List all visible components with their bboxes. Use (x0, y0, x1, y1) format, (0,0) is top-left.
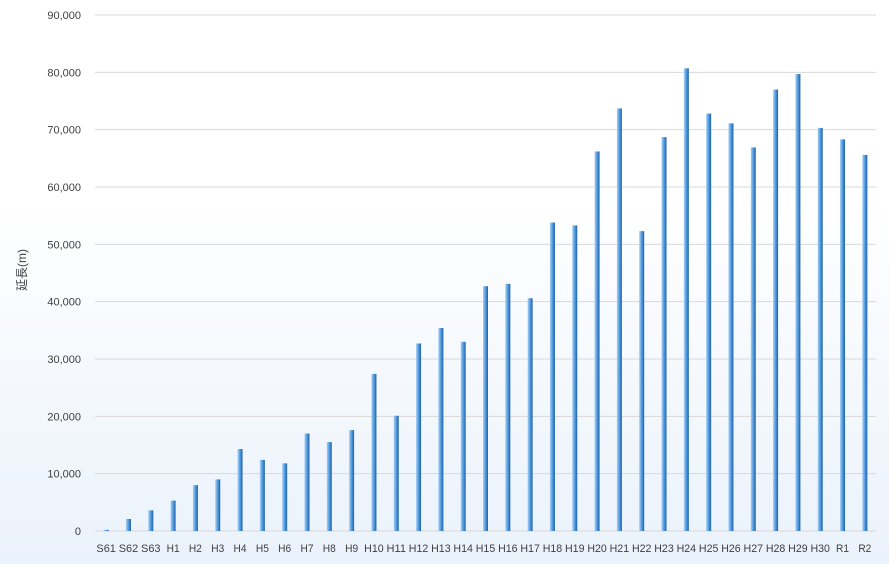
x-tick-label: R2 (858, 543, 871, 555)
bar-H9 (349, 430, 355, 531)
y-tick-label: 10,000 (47, 469, 81, 481)
bar-H16 (505, 283, 511, 531)
bar-H10 (371, 373, 377, 531)
x-tick-label: H15 (476, 543, 496, 555)
bar-R2 (862, 154, 868, 532)
x-tick-label: H19 (565, 543, 585, 555)
bar-H12 (416, 343, 422, 531)
x-tick-label: H10 (364, 543, 384, 555)
x-tick-label: H23 (654, 543, 674, 555)
bar-H23 (661, 137, 667, 531)
x-tick-label: H12 (409, 543, 429, 555)
x-tick-label: H25 (699, 543, 719, 555)
bar-H1 (170, 500, 176, 531)
x-tick-label: R1 (836, 543, 849, 555)
x-tick-label: H11 (386, 543, 406, 555)
y-tick-label: 40,000 (47, 297, 81, 309)
x-tick-label: H14 (453, 543, 473, 555)
bar-H7 (304, 433, 310, 531)
bars (103, 68, 868, 532)
bar-H25 (706, 113, 712, 531)
bar-H14 (460, 341, 466, 531)
bar-H5 (259, 459, 265, 531)
y-axis-ticks: 0 10,000 20,000 30,000 40,000 50,000 60,000 70,… (47, 10, 81, 538)
x-tick-label: H16 (498, 543, 518, 555)
bar-H22 (639, 231, 645, 531)
x-tick-label: H20 (587, 543, 607, 555)
x-tick-label: H8 (323, 543, 336, 555)
x-tick-label: S63 (141, 543, 161, 555)
x-tick-label: H18 (543, 543, 563, 555)
y-tick-label: 80,000 (47, 67, 81, 79)
x-tick-label: H6 (278, 543, 291, 555)
x-tick-label: H24 (677, 543, 697, 555)
x-tick-label: H7 (300, 543, 313, 555)
x-tick-label: H26 (721, 543, 741, 555)
x-tick-label: H17 (520, 543, 540, 555)
bar-H19 (572, 225, 578, 531)
x-tick-label: H3 (211, 543, 224, 555)
x-tick-label: H4 (234, 543, 247, 555)
x-tick-label: S61 (96, 543, 116, 555)
bar-S62 (125, 518, 131, 531)
y-tick-label: 70,000 (47, 125, 81, 137)
bar-H2 (192, 485, 198, 531)
bar-H13 (438, 328, 444, 531)
x-axis-ticks: S61 S62 S63 H1 H2 H3 H4 H5 H6 H7 H8 H9 H10 H11 H12 H13 H… (96, 543, 871, 555)
bar-H4 (237, 449, 243, 531)
x-tick-label: H13 (431, 543, 451, 555)
bar-H26 (728, 123, 734, 532)
bar-S63 (148, 510, 154, 531)
x-tick-label: H28 (766, 543, 786, 555)
x-tick-label: S62 (119, 543, 139, 555)
x-tick-label: H5 (256, 543, 269, 555)
bar-H28 (773, 89, 779, 532)
bar-H6 (282, 463, 288, 531)
y-tick-label: 30,000 (47, 354, 81, 366)
y-tick-label: 90,000 (47, 10, 81, 22)
x-tick-label: H22 (632, 543, 652, 555)
bar-R1 (840, 139, 846, 531)
bar-H24 (683, 68, 689, 531)
x-tick-label: H27 (744, 543, 764, 555)
bar-H11 (393, 415, 399, 531)
bar-H3 (215, 479, 221, 531)
x-tick-label: H29 (788, 543, 808, 555)
bar-H20 (594, 151, 600, 531)
bar-H8 (326, 442, 332, 531)
bar-H15 (483, 286, 488, 531)
x-tick-label: H21 (610, 543, 630, 555)
y-tick-label: 0 (75, 526, 81, 538)
bar-H27 (750, 147, 756, 531)
y-tick-label: 20,000 (47, 411, 81, 423)
bar-H18 (549, 222, 555, 531)
bar-H21 (616, 108, 622, 531)
bar-S61 (103, 529, 109, 531)
bar-H29 (795, 74, 801, 531)
x-tick-label: H1 (167, 543, 180, 555)
x-tick-label: H9 (345, 543, 358, 555)
y-tick-label: 60,000 (47, 182, 81, 194)
y-axis-label: 延長(m) (15, 249, 29, 291)
x-tick-label: H30 (810, 543, 830, 555)
bar-H30 (817, 127, 823, 532)
x-tick-label: H2 (189, 543, 202, 555)
bar-H17 (527, 298, 533, 531)
y-tick-label: 50,000 (47, 239, 81, 251)
